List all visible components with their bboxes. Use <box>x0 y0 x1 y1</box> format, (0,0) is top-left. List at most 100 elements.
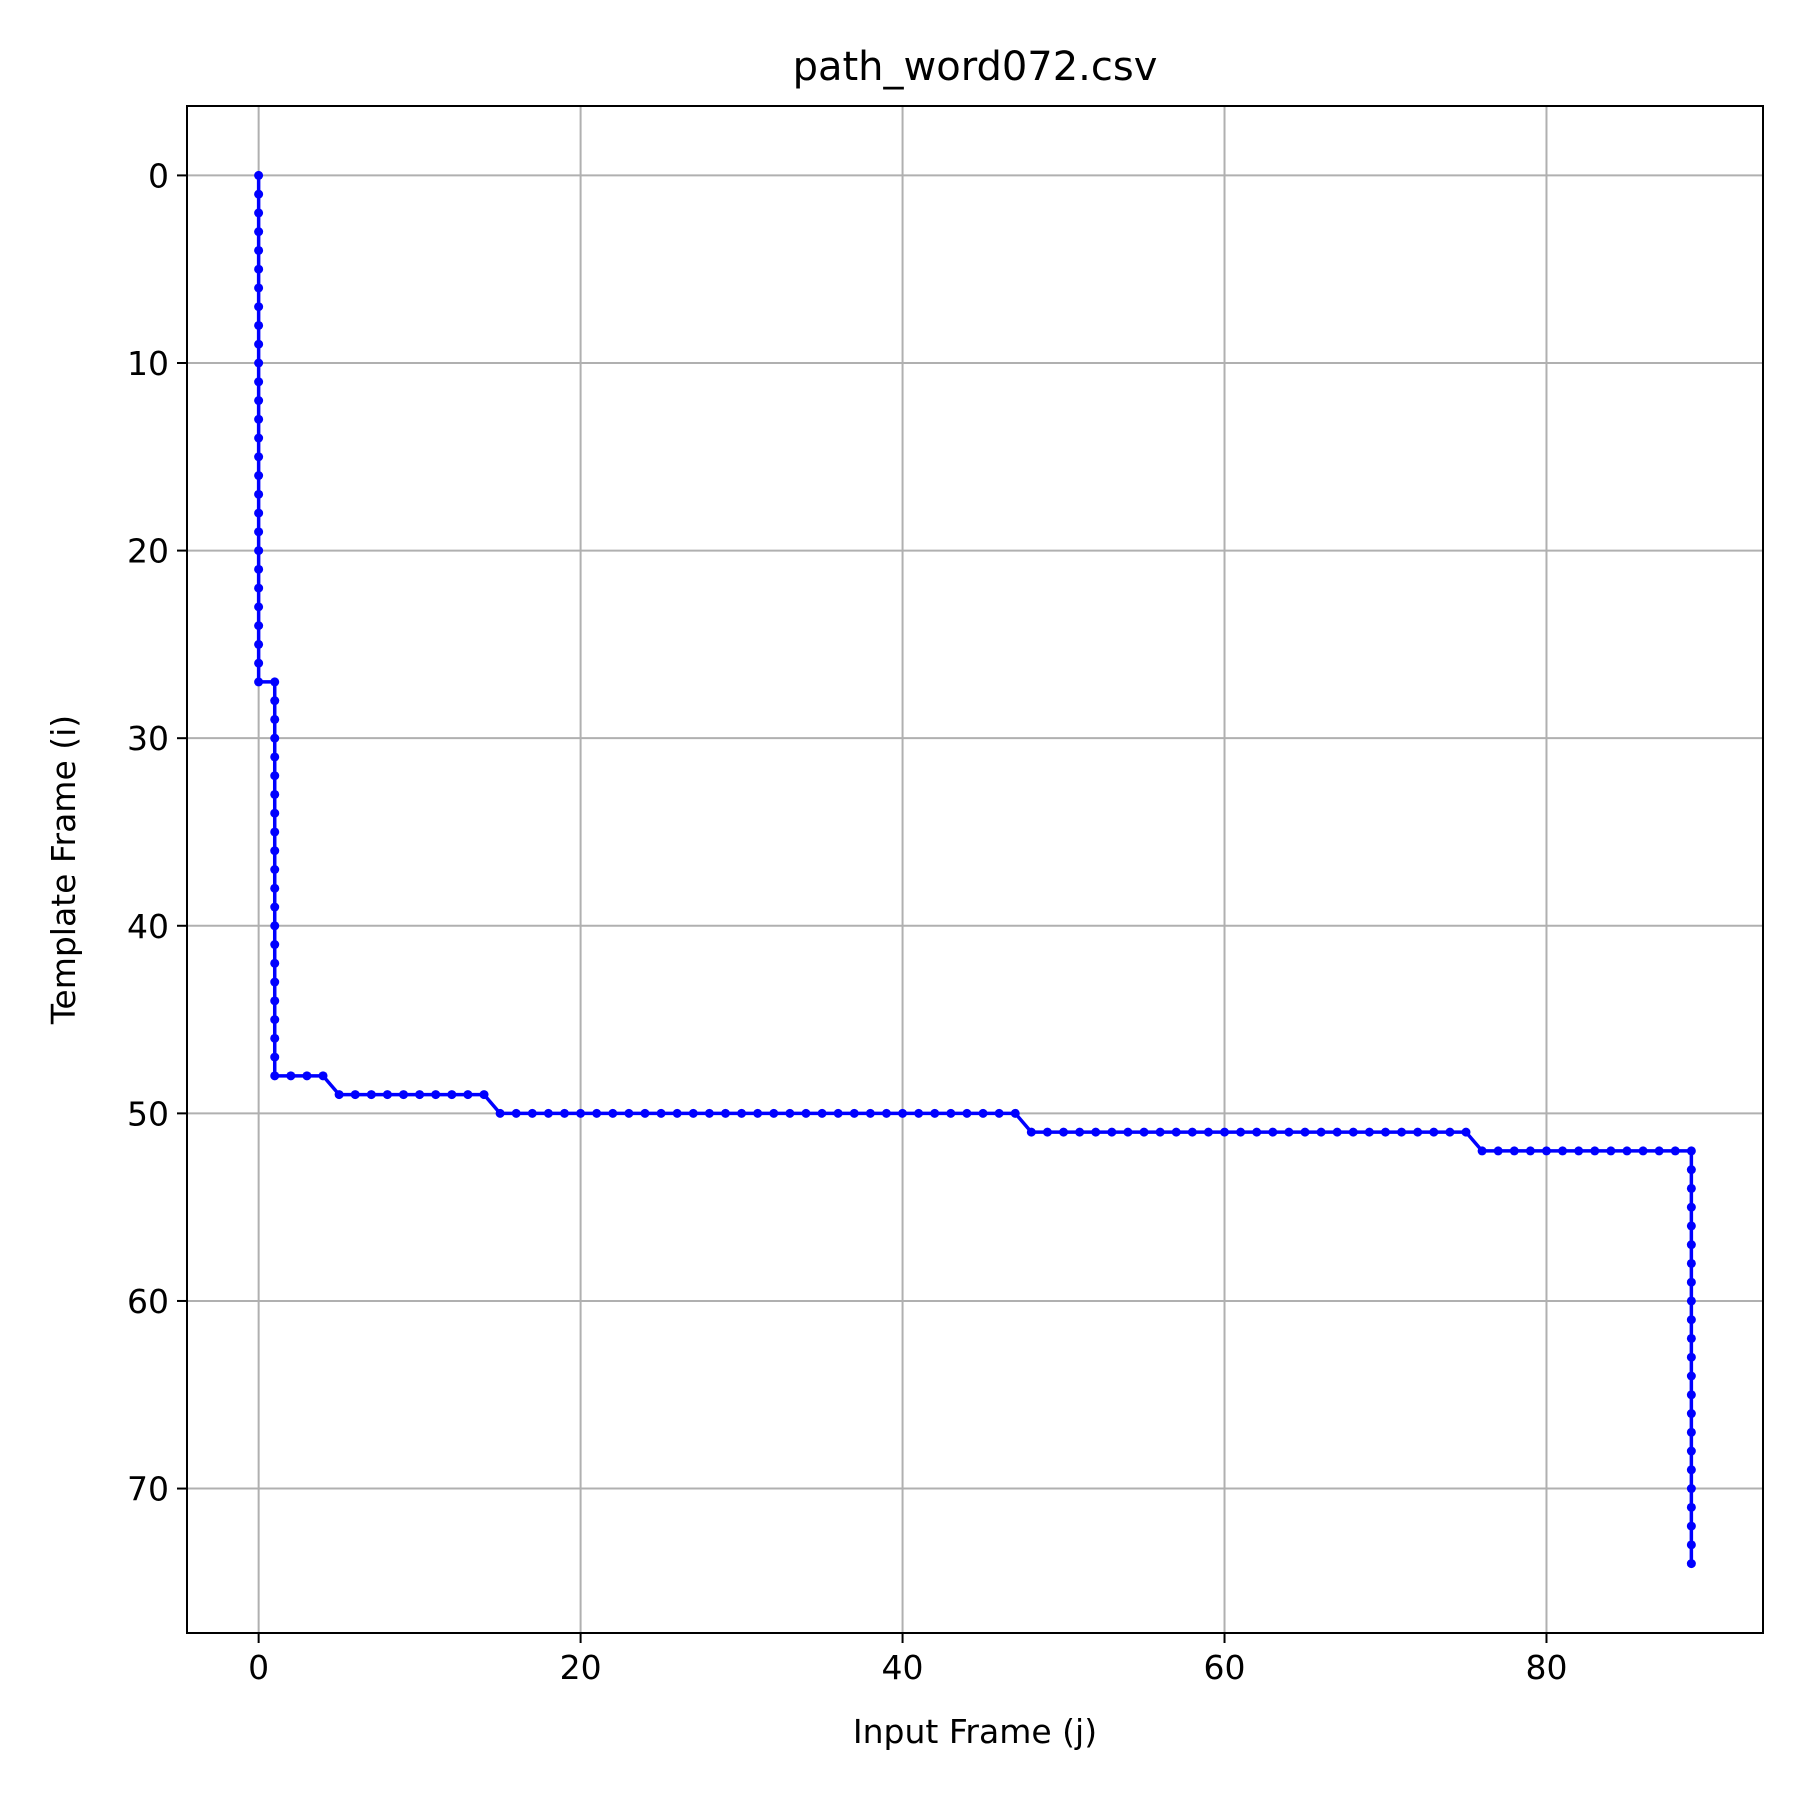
y-tick-label: 50 <box>127 1094 169 1133</box>
data-point <box>1686 1465 1696 1475</box>
data-point <box>1686 1296 1696 1306</box>
data-point <box>1010 1108 1020 1118</box>
data-point <box>270 808 280 818</box>
data-point <box>318 1071 328 1081</box>
data-point <box>1654 1146 1664 1156</box>
data-point <box>1236 1127 1246 1137</box>
data-point <box>302 1071 312 1081</box>
data-point <box>254 546 264 556</box>
data-point <box>270 677 280 687</box>
data-point <box>624 1108 634 1118</box>
data-point <box>270 958 280 968</box>
data-point <box>1252 1127 1262 1137</box>
data-point <box>1203 1127 1213 1137</box>
data-point <box>608 1108 618 1118</box>
data-point <box>849 1108 859 1118</box>
data-point <box>898 1108 908 1118</box>
data-point <box>270 789 280 799</box>
data-point <box>1558 1146 1568 1156</box>
data-point <box>270 883 280 893</box>
data-point <box>254 564 264 574</box>
data-point <box>254 583 264 593</box>
data-point <box>270 996 280 1006</box>
data-point <box>1268 1127 1278 1137</box>
y-tick-label: 0 <box>148 156 169 195</box>
data-point <box>1075 1127 1085 1137</box>
data-point <box>785 1108 795 1118</box>
data-point <box>1429 1127 1439 1137</box>
y-tick-label: 30 <box>127 719 169 758</box>
y-tick-label: 70 <box>127 1470 169 1509</box>
data-point <box>254 339 264 349</box>
x-tick-label: 80 <box>1525 1648 1567 1687</box>
data-point <box>270 921 280 931</box>
data-point <box>1686 1240 1696 1250</box>
data-point <box>254 602 264 612</box>
data-point <box>1686 1371 1696 1381</box>
data-point <box>1686 1446 1696 1456</box>
chart-title: path_word072.csv <box>793 44 1158 90</box>
data-point <box>1606 1146 1616 1156</box>
data-point <box>656 1108 666 1118</box>
data-point <box>431 1090 441 1100</box>
data-point <box>1686 1352 1696 1362</box>
data-point <box>1686 1315 1696 1325</box>
data-point <box>1493 1146 1503 1156</box>
data-point <box>1461 1127 1471 1137</box>
data-point <box>978 1108 988 1118</box>
data-point <box>1445 1127 1455 1137</box>
data-point <box>769 1108 779 1118</box>
data-point <box>382 1090 392 1100</box>
data-point <box>270 752 280 762</box>
data-point <box>254 658 264 668</box>
x-tick-label: 0 <box>248 1648 269 1687</box>
y-tick-label: 20 <box>127 532 169 571</box>
data-point <box>688 1108 698 1118</box>
data-point <box>270 771 280 781</box>
data-point <box>1509 1146 1519 1156</box>
data-point <box>994 1108 1004 1118</box>
data-point <box>1316 1127 1326 1137</box>
data-point <box>1477 1146 1487 1156</box>
data-point <box>1091 1127 1101 1137</box>
data-point <box>1638 1146 1648 1156</box>
series-line <box>256 175 1694 1564</box>
data-point <box>270 940 280 950</box>
data-point <box>946 1108 956 1118</box>
data-point <box>254 527 264 537</box>
data-point <box>254 677 264 687</box>
data-point <box>254 208 264 218</box>
series-warping-path <box>254 170 1696 1569</box>
data-point <box>1187 1127 1197 1137</box>
grid-lines <box>187 106 1763 1633</box>
data-point <box>914 1108 924 1118</box>
data-point <box>511 1108 521 1118</box>
data-point <box>254 302 264 312</box>
data-point <box>270 977 280 987</box>
data-point <box>1686 1390 1696 1400</box>
data-point <box>962 1108 972 1118</box>
data-point <box>270 827 280 837</box>
data-point <box>1364 1127 1374 1137</box>
data-point <box>1686 1258 1696 1268</box>
data-point <box>254 396 264 406</box>
data-point <box>1574 1146 1584 1156</box>
data-point <box>833 1108 843 1118</box>
data-point <box>1686 1221 1696 1231</box>
data-point <box>1686 1559 1696 1569</box>
data-point <box>1220 1127 1230 1137</box>
data-point <box>1139 1127 1149 1137</box>
y-axis-label: Template Frame (i) <box>44 715 83 1025</box>
data-point <box>1686 1277 1696 1287</box>
data-point <box>254 433 264 443</box>
data-point <box>366 1090 376 1100</box>
data-point <box>1348 1127 1358 1137</box>
data-point <box>463 1090 473 1100</box>
data-point <box>559 1108 569 1118</box>
data-point <box>1686 1484 1696 1494</box>
data-point <box>254 414 264 424</box>
data-point <box>737 1108 747 1118</box>
data-point <box>270 846 280 856</box>
data-point <box>254 377 264 387</box>
